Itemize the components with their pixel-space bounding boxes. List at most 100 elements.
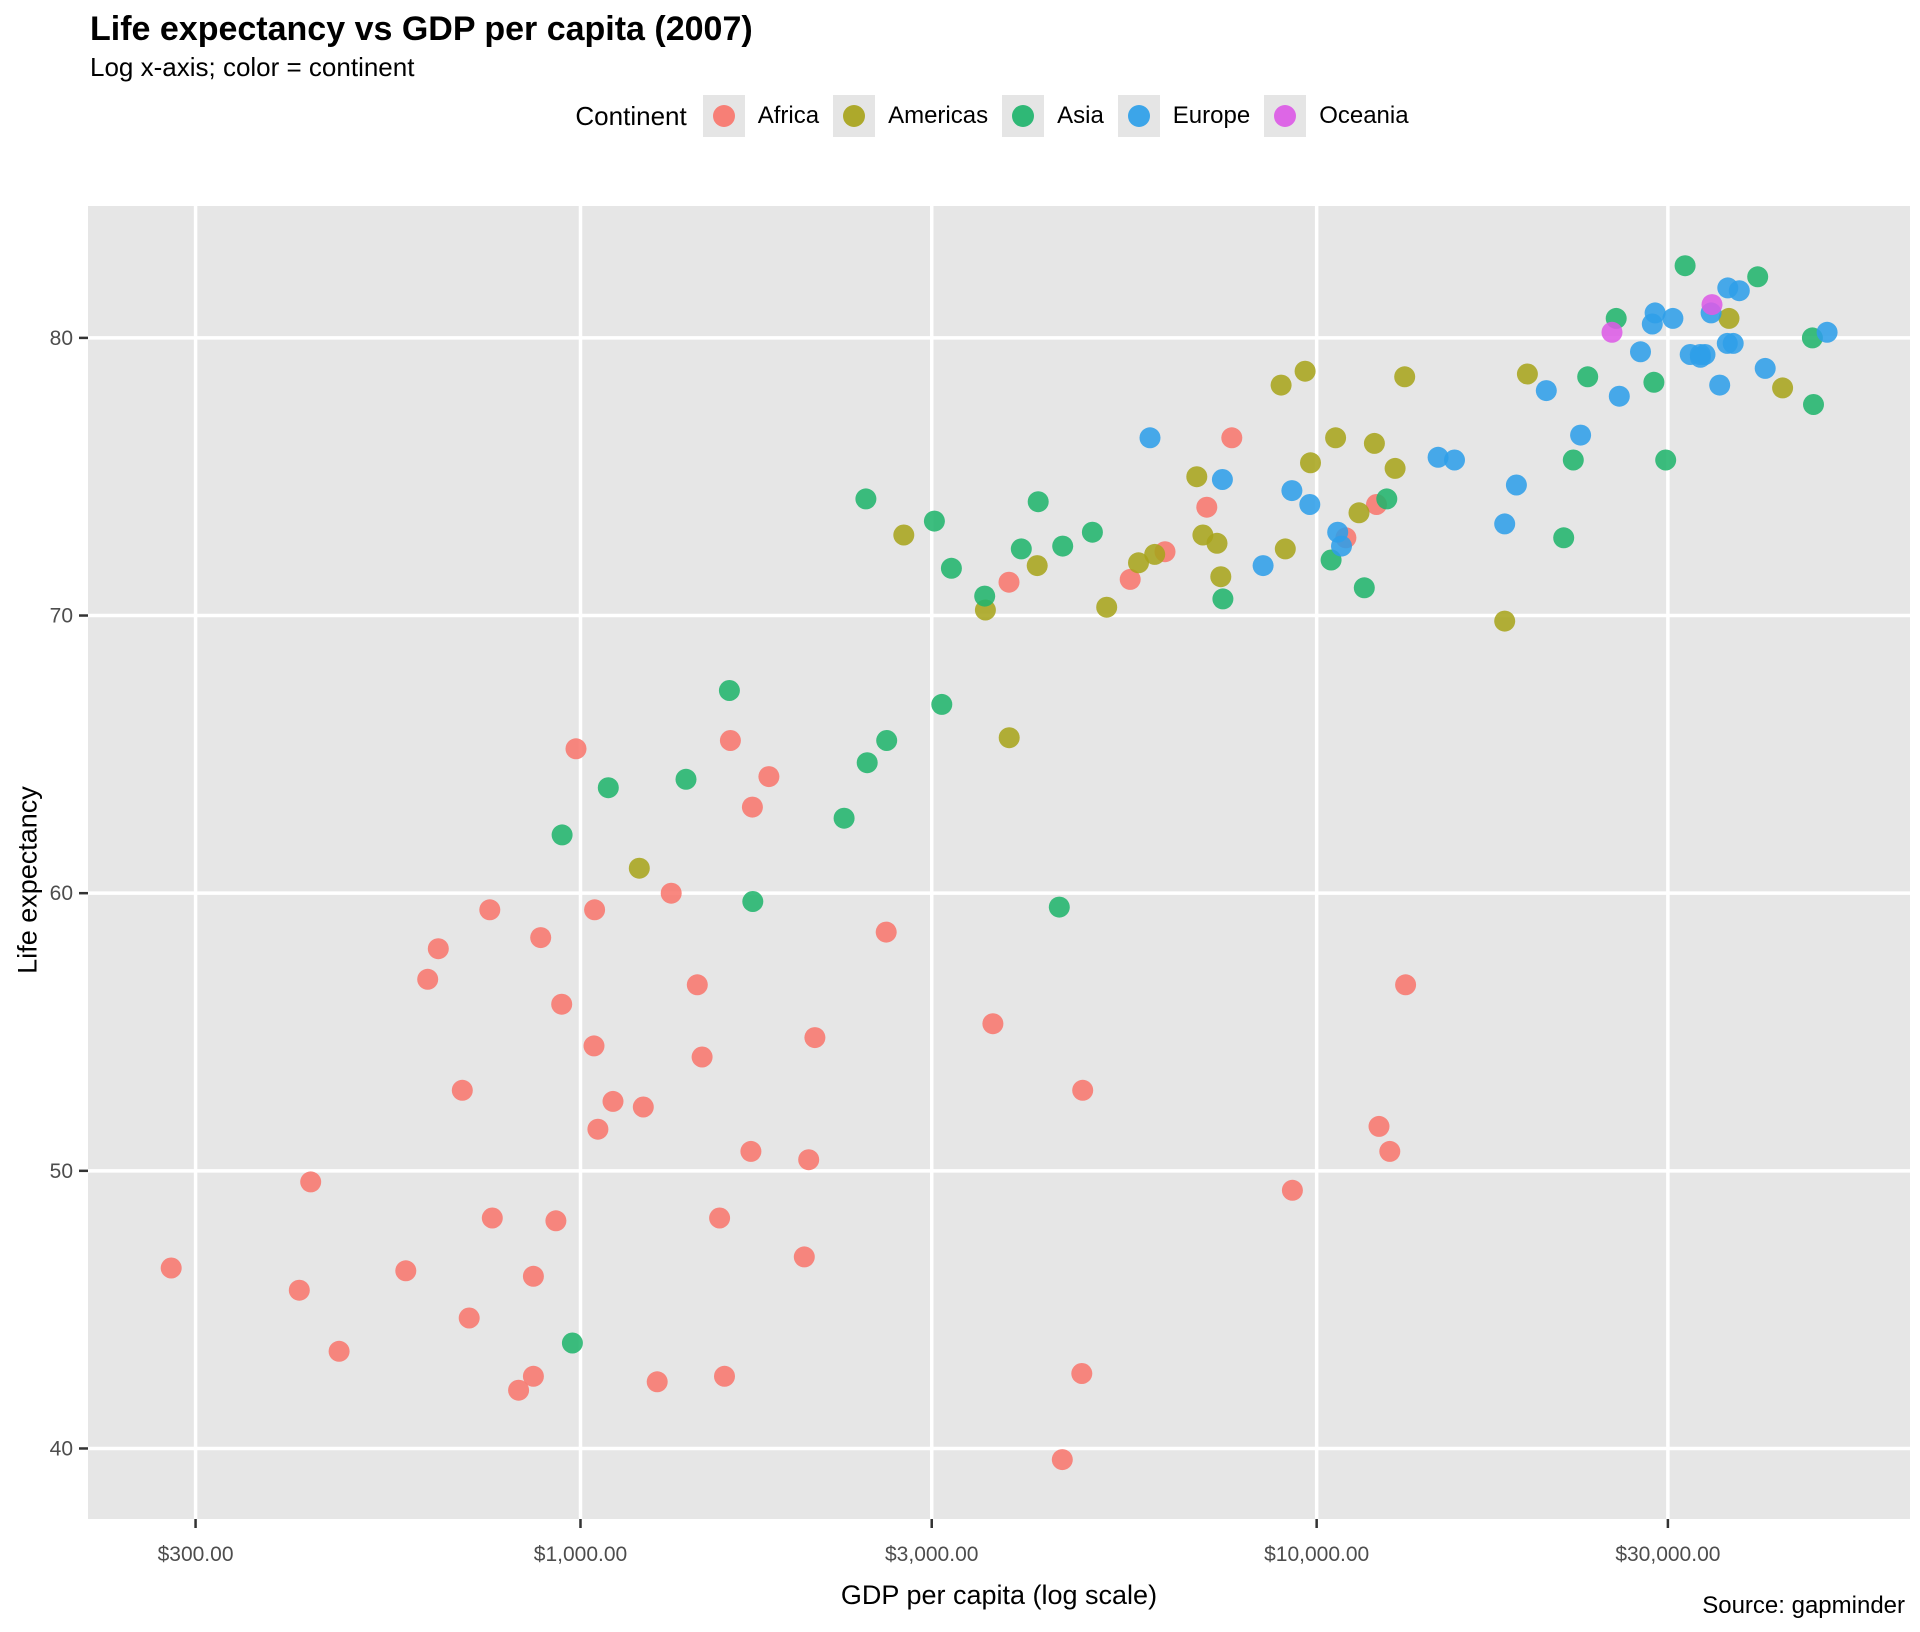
data-point — [1709, 374, 1731, 396]
legend: Continent Africa Americas Asia Europe Oceani… — [88, 92, 1910, 140]
data-point — [1274, 538, 1296, 560]
data-point — [1119, 568, 1141, 590]
data-point — [1655, 449, 1677, 471]
data-point — [1252, 555, 1274, 577]
y-tick-label: 50 — [50, 1160, 73, 1183]
data-point — [1294, 360, 1316, 382]
data-point — [998, 727, 1020, 749]
gridlines — [88, 206, 1910, 1519]
data-point — [1718, 307, 1740, 329]
data-point — [1577, 366, 1599, 388]
data-point — [1754, 357, 1776, 379]
legend-key — [833, 95, 876, 137]
data-point — [481, 1207, 503, 1229]
data-point — [1747, 266, 1769, 288]
data-point — [893, 524, 915, 546]
data-point — [1299, 494, 1321, 515]
data-point — [1325, 427, 1347, 449]
data-point — [1027, 491, 1049, 513]
data-point — [709, 1207, 731, 1229]
data-point — [584, 899, 606, 921]
legend-dot-icon — [1012, 105, 1035, 127]
data-point — [583, 1035, 605, 1057]
data-point — [508, 1379, 530, 1401]
x-tick-label: $300.00 — [158, 1543, 234, 1566]
y-tick-label: 70 — [50, 605, 73, 628]
chart-title: Life expectancy vs GDP per capita (2007) — [90, 10, 753, 48]
legend-label: Africa — [757, 102, 820, 129]
x-tick-label: $1,000.00 — [534, 1543, 627, 1566]
data-point — [1051, 1449, 1073, 1471]
x-tick-label: $10,000.00 — [1264, 1543, 1369, 1566]
data-point — [856, 752, 878, 774]
data-point — [923, 510, 945, 532]
data-point — [675, 768, 697, 790]
data-point — [1353, 577, 1375, 599]
data-point — [1096, 596, 1118, 618]
data-point — [855, 488, 877, 510]
data-point — [1630, 341, 1651, 363]
data-point — [875, 921, 897, 943]
data-point — [1601, 321, 1623, 343]
caption: Source: gapminder — [1702, 1592, 1905, 1619]
data-point — [940, 557, 962, 579]
x-tick-label: $30,000.00 — [1615, 1543, 1720, 1566]
data-point — [427, 938, 449, 960]
data-point — [1772, 377, 1794, 399]
data-point — [833, 807, 855, 829]
legend-key — [1264, 95, 1307, 137]
data-point — [1212, 588, 1234, 610]
data-point — [1662, 307, 1684, 329]
series-americas — [628, 307, 1794, 879]
data-point — [597, 777, 619, 799]
data-point — [660, 882, 682, 904]
data-point — [691, 1046, 713, 1068]
data-point — [1444, 449, 1465, 471]
legend-label: Oceania — [1319, 102, 1409, 129]
data-point — [1026, 555, 1048, 577]
series-asia — [551, 255, 1824, 1354]
legend-dot-icon — [843, 105, 866, 127]
data-point — [1553, 527, 1575, 549]
data-point — [1505, 474, 1527, 496]
legend-key — [1117, 95, 1160, 137]
data-point — [1494, 513, 1516, 535]
data-point — [718, 680, 740, 701]
data-point — [1570, 424, 1592, 446]
data-point — [1048, 896, 1070, 918]
data-point — [479, 899, 501, 921]
data-point — [1395, 974, 1417, 996]
data-point — [974, 585, 996, 607]
data-point — [931, 693, 953, 715]
data-point — [545, 1210, 567, 1232]
legend-key — [1002, 95, 1045, 137]
data-point — [1281, 1179, 1303, 1201]
data-point — [714, 1365, 735, 1387]
legend-item-asia: Asia — [1002, 95, 1104, 137]
legend-item-europe: Europe — [1117, 95, 1250, 137]
data-point — [1816, 321, 1838, 343]
data-point — [1281, 480, 1303, 502]
data-point — [1394, 366, 1416, 388]
data-point — [804, 1027, 826, 1049]
data-point — [602, 1090, 624, 1112]
data-point — [458, 1307, 480, 1329]
data-point — [417, 968, 439, 990]
legend-label: Asia — [1057, 102, 1104, 129]
data-point — [1608, 385, 1630, 407]
series-oceania — [1601, 294, 1723, 343]
data-point — [1644, 302, 1666, 324]
data-point — [561, 1332, 583, 1354]
data-point — [1144, 543, 1166, 565]
data-point — [1535, 380, 1557, 402]
data-point — [1643, 371, 1665, 393]
legend-item-africa: Africa — [702, 95, 820, 137]
data-point — [1206, 532, 1228, 554]
data-point — [1348, 502, 1370, 524]
legend-key — [702, 95, 745, 137]
data-point — [632, 1096, 654, 1118]
data-point — [1376, 488, 1398, 510]
y-tick-label: 40 — [50, 1437, 73, 1460]
series-africa — [160, 427, 1417, 1471]
